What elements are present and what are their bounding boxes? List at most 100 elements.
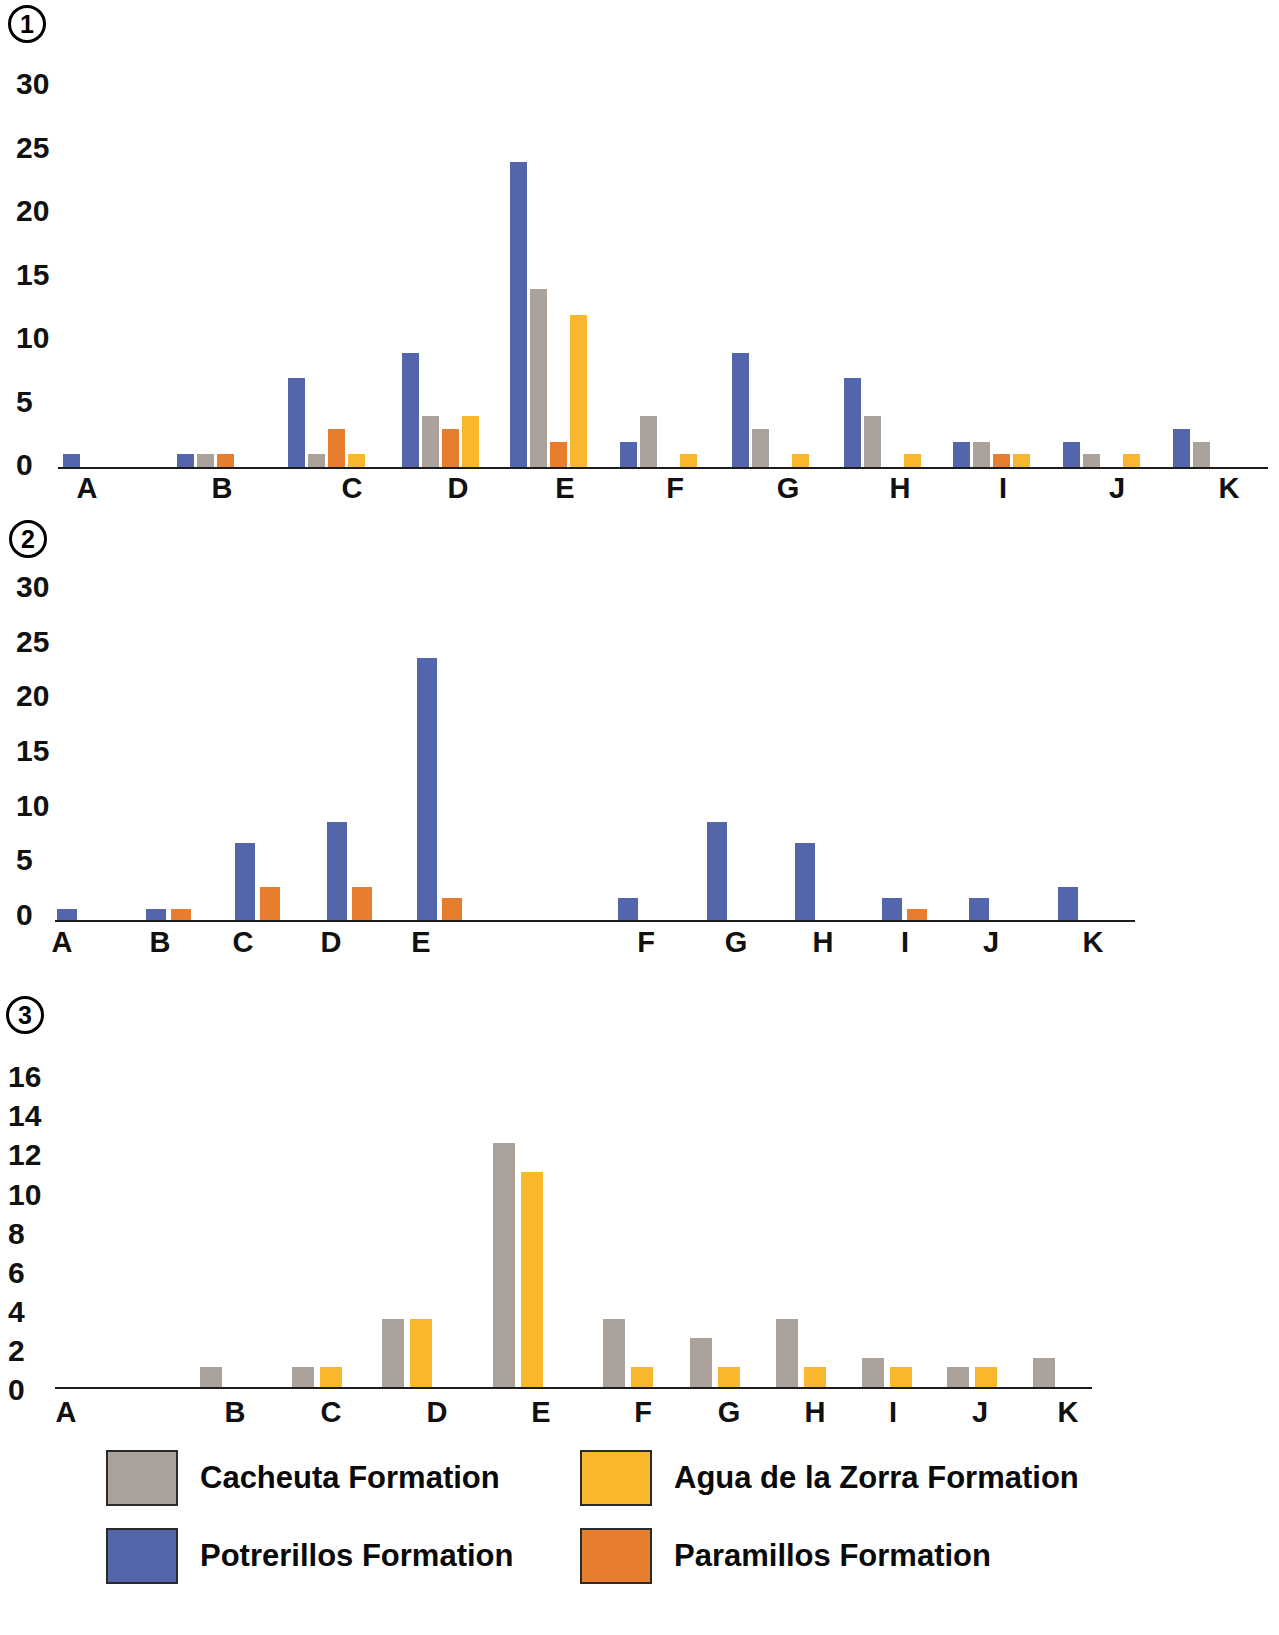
- x-label-c2-I: I: [883, 926, 927, 958]
- x-label-c3-B: B: [213, 1396, 257, 1428]
- agua-de-la-zorra-color-swatch: [580, 1450, 652, 1506]
- y-tick-c2-20: 20: [16, 680, 49, 712]
- bar-c1-E-cacheuta: [530, 289, 547, 467]
- chart-badge-3: 3: [6, 996, 44, 1034]
- bar-c1-H-agua_de_la_zorra: [904, 454, 921, 467]
- bar-c1-E-paramillos: [550, 442, 567, 467]
- figure-page: 1051015202530ABCDEFGHIJK2051015202530ABC…: [0, 0, 1279, 1635]
- bar-c2-F-potrerillos: [618, 898, 638, 920]
- y-tick-c2-30: 30: [16, 571, 49, 603]
- bar-c2-K-potrerillos: [1058, 887, 1078, 920]
- bar-c1-C-potrerillos: [288, 378, 305, 467]
- bar-c2-D-paramillos: [352, 887, 372, 920]
- bar-c3-C-cacheuta: [292, 1367, 314, 1387]
- legend-label-cacheuta: Cacheuta Formation: [200, 1460, 500, 1496]
- bar-c3-F-cacheuta: [603, 1319, 625, 1387]
- bar-c3-C-agua_de_la_zorra: [320, 1367, 342, 1387]
- x-label-c1-E: E: [543, 472, 587, 504]
- bar-c3-K-cacheuta: [1033, 1358, 1055, 1387]
- bar-c1-G-potrerillos: [732, 353, 749, 467]
- y-tick-c3-10: 10: [8, 1179, 41, 1211]
- y-tick-c1-0: 0: [16, 449, 33, 481]
- x-label-c1-J: J: [1095, 472, 1139, 504]
- bar-c2-B-potrerillos: [146, 909, 166, 920]
- x-label-c1-G: G: [766, 472, 810, 504]
- bar-c1-B-cacheuta: [197, 454, 214, 467]
- bar-c1-D-potrerillos: [402, 353, 419, 467]
- bar-c2-E-paramillos: [442, 898, 462, 920]
- potrerillos-color-swatch: [106, 1528, 178, 1584]
- x-label-c1-C: C: [330, 472, 374, 504]
- y-tick-c3-8: 8: [8, 1218, 25, 1250]
- bar-c1-B-potrerillos: [177, 454, 194, 467]
- bar-c1-G-cacheuta: [752, 429, 769, 467]
- x-label-c1-I: I: [981, 472, 1025, 504]
- y-tick-c2-5: 5: [16, 844, 33, 876]
- bar-c1-I-potrerillos: [953, 442, 970, 467]
- y-tick-c3-12: 12: [8, 1139, 41, 1171]
- bar-c3-I-agua_de_la_zorra: [890, 1367, 912, 1387]
- y-tick-c1-15: 15: [16, 259, 49, 291]
- bar-c1-C-cacheuta: [308, 454, 325, 467]
- bar-c2-J-potrerillos: [969, 898, 989, 920]
- x-label-c1-F: F: [653, 472, 697, 504]
- bar-c3-E-agua_de_la_zorra: [521, 1172, 543, 1387]
- legend-item-potrerillos: Potrerillos Formation: [106, 1528, 513, 1584]
- y-tick-c2-0: 0: [16, 899, 33, 931]
- y-tick-c1-30: 30: [16, 68, 49, 100]
- x-label-c2-B: B: [138, 926, 182, 958]
- bar-c1-F-potrerillos: [620, 442, 637, 467]
- legend-label-agua-de-la-zorra: Agua de la Zorra Formation: [674, 1460, 1079, 1496]
- legend-label-paramillos: Paramillos Formation: [674, 1538, 991, 1574]
- x-label-c3-D: D: [415, 1396, 459, 1428]
- bar-c2-E-potrerillos: [417, 658, 437, 920]
- bar-c1-H-cacheuta: [864, 416, 881, 467]
- x-label-c1-B: B: [200, 472, 244, 504]
- bar-c2-H-potrerillos: [795, 843, 815, 920]
- bar-c1-C-agua_de_la_zorra: [348, 454, 365, 467]
- y-tick-c2-10: 10: [16, 790, 49, 822]
- x-label-c2-C: C: [221, 926, 265, 958]
- bar-c2-A-potrerillos: [57, 909, 77, 920]
- x-label-c3-G: G: [707, 1396, 751, 1428]
- bar-c2-B-paramillos: [171, 909, 191, 920]
- x-label-c2-G: G: [714, 926, 758, 958]
- bar-c1-J-potrerillos: [1063, 442, 1080, 467]
- bar-c1-D-paramillos: [442, 429, 459, 467]
- cacheuta-color-swatch: [106, 1450, 178, 1506]
- legend-item-paramillos: Paramillos Formation: [580, 1528, 991, 1584]
- bar-c2-I-paramillos: [907, 909, 927, 920]
- y-tick-c2-15: 15: [16, 735, 49, 767]
- x-label-c3-H: H: [793, 1396, 837, 1428]
- chart-badge-2: 2: [9, 520, 47, 558]
- bar-c2-C-potrerillos: [235, 843, 255, 920]
- bar-c2-G-potrerillos: [707, 822, 727, 920]
- bar-c1-K-cacheuta: [1193, 442, 1210, 467]
- bar-c3-G-agua_de_la_zorra: [718, 1367, 740, 1387]
- legend-label-potrerillos: Potrerillos Formation: [200, 1538, 513, 1574]
- bar-c1-I-paramillos: [993, 454, 1010, 467]
- x-label-c1-A: A: [65, 472, 109, 504]
- y-tick-c1-5: 5: [16, 386, 33, 418]
- paramillos-color-swatch: [580, 1528, 652, 1584]
- x-label-c2-F: F: [624, 926, 668, 958]
- x-label-c2-D: D: [309, 926, 353, 958]
- y-tick-c2-25: 25: [16, 626, 49, 658]
- y-tick-c1-20: 20: [16, 195, 49, 227]
- bar-c1-I-cacheuta: [973, 442, 990, 467]
- x-label-c1-H: H: [878, 472, 922, 504]
- bar-c1-G-agua_de_la_zorra: [792, 454, 809, 467]
- bar-c3-D-agua_de_la_zorra: [410, 1319, 432, 1387]
- bar-c3-D-cacheuta: [382, 1319, 404, 1387]
- bar-c1-E-potrerillos: [510, 162, 527, 467]
- x-axis-c3: [55, 1387, 1092, 1389]
- bar-c3-E-cacheuta: [493, 1143, 515, 1387]
- x-label-c1-K: K: [1207, 472, 1251, 504]
- x-label-c3-A: A: [44, 1396, 88, 1428]
- x-axis-c2: [55, 920, 1135, 922]
- y-tick-c1-10: 10: [16, 322, 49, 354]
- y-tick-c3-4: 4: [8, 1296, 25, 1328]
- bar-c3-H-agua_de_la_zorra: [804, 1367, 826, 1387]
- bar-c1-H-potrerillos: [844, 378, 861, 467]
- bar-c2-D-potrerillos: [327, 822, 347, 920]
